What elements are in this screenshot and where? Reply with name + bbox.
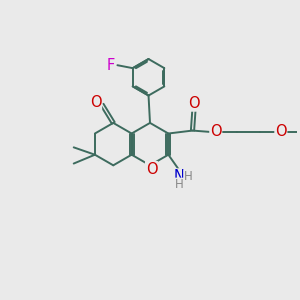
Text: H: H [175,178,184,191]
Text: N: N [174,169,185,184]
Text: O: O [275,124,287,139]
Text: O: O [188,96,200,111]
Text: O: O [90,95,101,110]
Text: F: F [107,58,115,73]
Text: O: O [210,124,222,139]
Text: O: O [146,162,157,177]
Text: H: H [184,170,193,183]
